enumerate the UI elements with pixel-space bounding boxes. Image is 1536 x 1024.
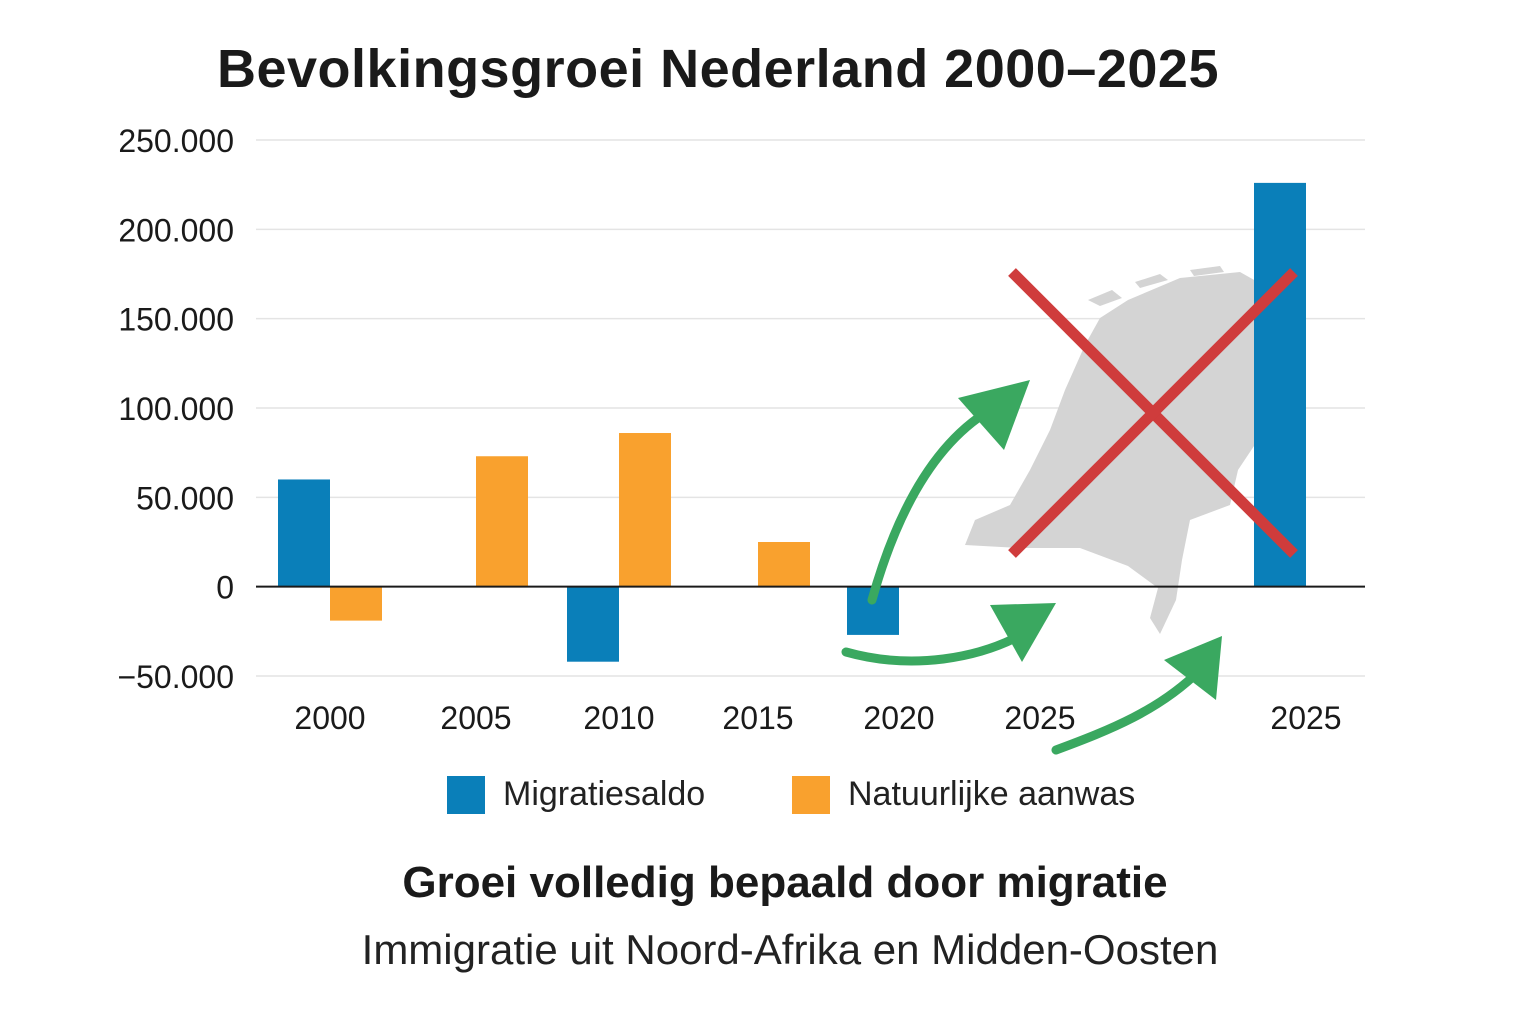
green-arrow-icon — [841, 603, 1056, 666]
x-axis-tick-labels: 2000 2005 2010 2015 2020 2025 2025 — [294, 700, 1341, 736]
legend-item-natuurlijke-aanwas: Natuurlijke aanwas — [792, 775, 1135, 814]
y-tick-label: 200.000 — [118, 212, 234, 248]
red-cross-icon — [1008, 268, 1298, 558]
legend-swatch-natuurlijke-aanwas — [792, 775, 830, 814]
bar-natuurlijke-aanwas-2000 — [330, 586, 382, 621]
bar-migratiesaldo-2010 — [567, 586, 619, 662]
x-tick-label: 2025 — [1004, 700, 1075, 736]
bar-natuurlijke-aanwas-2010 — [619, 433, 671, 587]
legend-item-migratiesaldo: Migratiesaldo — [447, 775, 705, 814]
x-tick-label: 2025 — [1270, 700, 1341, 736]
legend: Migratiesaldo Natuurlijke aanwas — [0, 775, 1536, 817]
bars — [278, 182, 1306, 662]
x-tick-label: 2005 — [440, 700, 511, 736]
y-tick-label: 250.000 — [118, 123, 234, 159]
footer-headline: Groei volledig bepaald door migratie — [402, 858, 1168, 907]
legend-swatch-migratiesaldo — [447, 775, 485, 814]
bar-natuurlijke-aanwas-2005 — [476, 456, 528, 587]
x-tick-label: 2010 — [583, 700, 654, 736]
y-tick-label: 0 — [216, 570, 234, 606]
footer-subtitle: Immigratie uit Noord-Afrika en Midden-Oo… — [361, 926, 1219, 973]
legend-label-natuurlijke-aanwas: Natuurlijke aanwas — [848, 775, 1136, 813]
bar-natuurlijke-aanwas-2015 — [758, 542, 810, 587]
x-tick-label: 2000 — [294, 700, 365, 736]
green-arrows — [841, 380, 1222, 755]
x-tick-label: 2020 — [863, 700, 934, 736]
y-tick-label: 100.000 — [118, 391, 234, 427]
legend-label-migratiesaldo: Migratiesaldo — [503, 775, 706, 813]
green-arrow-icon — [867, 380, 1030, 605]
green-arrow-icon — [1051, 636, 1222, 755]
y-tick-label: 150.000 — [118, 302, 234, 338]
y-tick-label: 50.000 — [136, 480, 234, 516]
y-axis-tick-labels: 250.000 200.000 150.000 100.000 50.000 0 −50.0… — [117, 123, 234, 695]
y-tick-label: −50.000 — [117, 659, 234, 695]
bar-migratiesaldo-2000 — [278, 479, 330, 587]
grid-lines — [256, 139, 1365, 677]
chart-title: Bevolkingsgroei Nederland 2000–2025 — [217, 39, 1219, 99]
x-tick-label: 2015 — [722, 700, 793, 736]
